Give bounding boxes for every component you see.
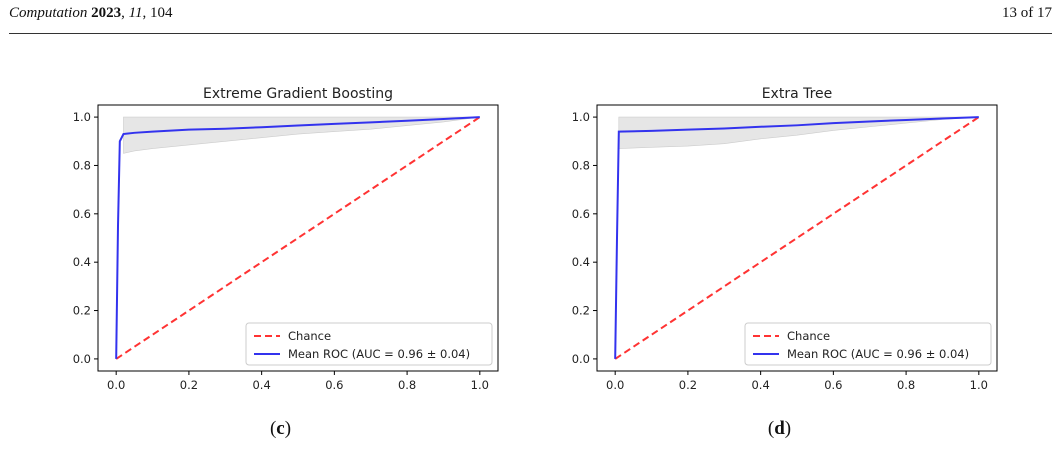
chart-panel-c: Extreme Gradient Boosting 0.0 0.2 0.4 0.6 0.8… [58,80,503,439]
x-tick-label: 0.4 [751,378,769,392]
y-tick-label: 1.0 [572,110,590,124]
journal-name: Computation [9,5,88,21]
panel-label-c: (c) [269,418,292,439]
page-header: Computation 2023, 11, 104 13 of 17 [9,0,1052,34]
y-tick-label: 0.4 [73,255,91,269]
legend-label: Chance [787,329,830,343]
journal-volume: 11 [128,5,143,21]
journal-citation: Computation 2023, 11, 104 [9,5,173,21]
chance-line [614,116,980,360]
x-tick-label: 0.8 [897,378,915,392]
y-tick-label: 0.8 [572,158,590,172]
plot-frame [97,104,499,372]
y-tick-label: 0.6 [73,207,91,221]
y-tick-label: 0.4 [572,255,590,269]
y-tick-label: 0.8 [73,158,91,172]
y-tick-label: 0.2 [572,304,590,318]
x-tick-label: 0.6 [824,378,842,392]
legend-label: Mean ROC (AUC = 0.96 ± 0.04) [288,347,470,361]
y-tick-label: 0.0 [73,352,91,366]
panel-letter: c [276,418,285,439]
plot-frame [596,104,998,372]
x-tick-label: 0.2 [679,378,697,392]
legend-label: Chance [288,329,331,343]
y-tick-label: 0.6 [572,207,590,221]
y-tick-label: 1.0 [73,110,91,124]
journal-year: 2023 [91,5,122,21]
confidence-band [123,116,480,154]
confidence-band [618,116,979,149]
legend-label: Mean ROC (AUC = 0.96 ± 0.04) [787,347,969,361]
x-tick-label: 0.6 [325,378,343,392]
mean-roc-line [614,116,979,359]
x-tick-label: 0.4 [252,378,270,392]
y-tick-label: 0.2 [73,304,91,318]
chart-title: Extreme Gradient Boosting [203,86,393,102]
chart-svg-d: Extra Tree 0.0 0.2 0.4 0.6 0.8 1.0 0.0 0.2 0.4 0.6… [572,86,998,392]
chart-panel-d: Extra Tree 0.0 0.2 0.4 0.6 0.8 1.0 0.0 0.2 0.4 0.6… [557,80,1002,439]
legend-box [744,322,992,366]
chance-line [115,116,481,360]
x-tick-label: 0.8 [398,378,416,392]
page-number: 13 of 17 [1002,5,1052,21]
chart-title: Extra Tree [762,86,833,102]
y-tick-label: 0.0 [572,352,590,366]
x-tick-label: 0.0 [606,378,624,392]
panel-label-d: (d) [767,418,792,439]
journal-article: 104 [149,5,173,21]
chart-svg-c: Extreme Gradient Boosting 0.0 0.2 0.4 0.6 0.8… [73,86,499,392]
x-tick-label: 1.0 [970,378,988,392]
mean-roc-line [115,116,480,359]
panel-letter: d [774,418,785,439]
x-tick-label: 1.0 [471,378,489,392]
x-tick-label: 0.0 [107,378,125,392]
legend-box [245,322,493,366]
x-tick-label: 0.2 [180,378,198,392]
